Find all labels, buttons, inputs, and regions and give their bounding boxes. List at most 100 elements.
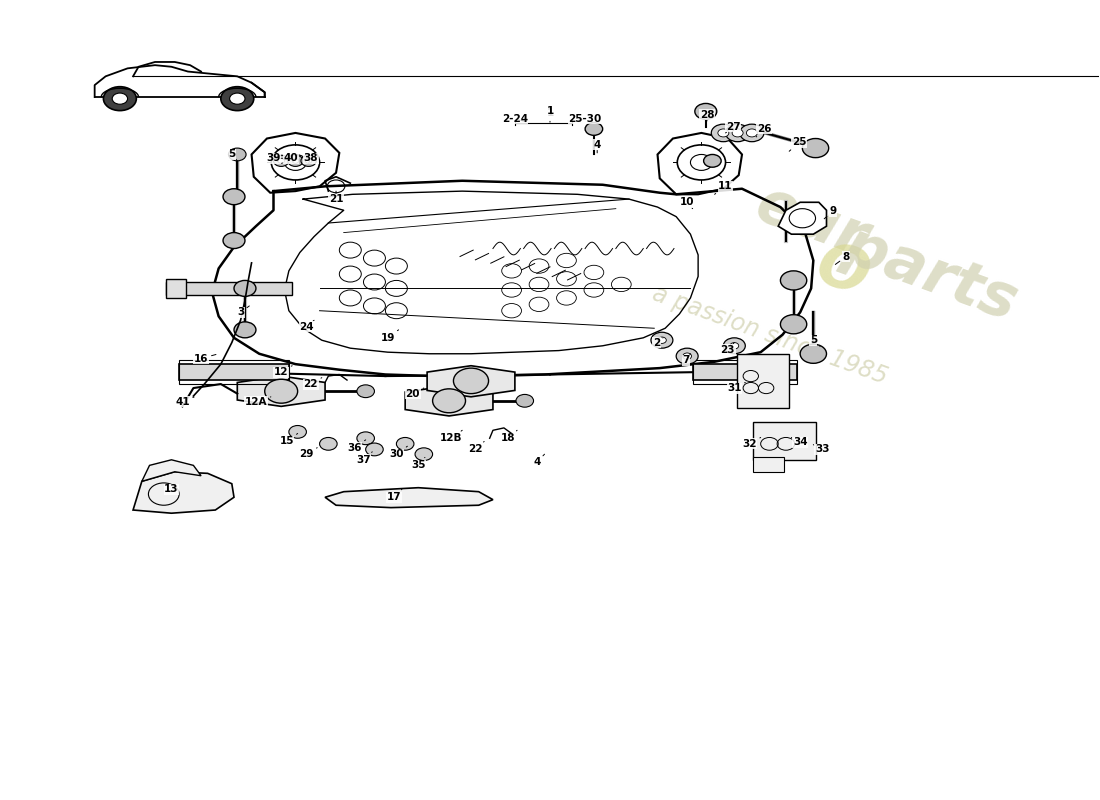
Text: 11: 11 <box>715 182 733 194</box>
Text: 28: 28 <box>700 110 714 121</box>
Text: 10: 10 <box>680 198 694 209</box>
Text: 1: 1 <box>547 106 553 116</box>
Polygon shape <box>737 354 789 408</box>
Circle shape <box>229 148 246 161</box>
Text: 7: 7 <box>682 354 691 365</box>
Text: 19: 19 <box>381 330 398 343</box>
Circle shape <box>453 368 488 394</box>
Circle shape <box>234 322 256 338</box>
Text: 40: 40 <box>284 154 298 163</box>
Text: 5: 5 <box>228 150 238 161</box>
Circle shape <box>585 122 603 135</box>
Bar <box>179 364 289 380</box>
Circle shape <box>415 448 432 461</box>
Text: 12A: 12A <box>244 397 271 406</box>
Text: 20: 20 <box>406 388 424 398</box>
Circle shape <box>432 389 465 413</box>
Text: 33: 33 <box>813 445 829 454</box>
Circle shape <box>306 158 312 163</box>
Text: 25: 25 <box>789 138 806 151</box>
Polygon shape <box>658 133 742 194</box>
Circle shape <box>726 124 750 142</box>
Circle shape <box>272 145 320 180</box>
Circle shape <box>780 314 806 334</box>
Circle shape <box>718 129 729 137</box>
Text: 1: 1 <box>547 108 553 122</box>
Bar <box>693 364 796 380</box>
Text: 23: 23 <box>720 342 735 354</box>
Circle shape <box>730 342 739 349</box>
Polygon shape <box>142 460 201 482</box>
Text: 12: 12 <box>274 366 293 377</box>
Text: 16: 16 <box>194 354 216 363</box>
Circle shape <box>365 443 383 456</box>
Text: 30: 30 <box>389 446 407 459</box>
Circle shape <box>223 189 245 205</box>
Text: 13: 13 <box>164 484 178 494</box>
Text: 31: 31 <box>727 382 746 393</box>
Circle shape <box>103 86 136 110</box>
Text: 17: 17 <box>387 490 402 502</box>
Text: 4: 4 <box>594 140 601 153</box>
Circle shape <box>356 432 374 445</box>
Circle shape <box>747 129 758 137</box>
Circle shape <box>112 93 128 104</box>
Text: 8: 8 <box>835 251 850 265</box>
Circle shape <box>288 155 304 166</box>
Polygon shape <box>405 386 493 416</box>
Text: 37: 37 <box>356 452 372 465</box>
Text: 35: 35 <box>411 458 426 470</box>
Circle shape <box>691 154 713 170</box>
Text: 27: 27 <box>726 122 740 133</box>
Circle shape <box>221 86 254 110</box>
Circle shape <box>800 344 826 363</box>
Circle shape <box>712 124 736 142</box>
Circle shape <box>651 332 673 348</box>
Text: a passion since 1985: a passion since 1985 <box>649 282 891 389</box>
Bar <box>166 279 186 298</box>
Circle shape <box>234 281 256 296</box>
Text: 24: 24 <box>299 320 315 332</box>
Circle shape <box>301 155 317 166</box>
Circle shape <box>695 103 717 119</box>
Circle shape <box>285 154 307 170</box>
Circle shape <box>274 155 289 166</box>
Circle shape <box>293 158 299 163</box>
Text: 15: 15 <box>279 434 298 446</box>
Text: 38: 38 <box>304 154 318 163</box>
Circle shape <box>320 438 337 450</box>
Text: O: O <box>807 236 877 310</box>
Circle shape <box>683 353 692 359</box>
Circle shape <box>356 385 374 398</box>
Text: 39: 39 <box>266 154 280 163</box>
Text: 9: 9 <box>824 206 837 218</box>
Text: 36: 36 <box>348 440 365 453</box>
Text: 22: 22 <box>304 378 322 389</box>
Text: 18: 18 <box>502 430 517 443</box>
Text: 26: 26 <box>757 124 771 137</box>
Polygon shape <box>238 376 326 406</box>
Text: 2: 2 <box>652 338 663 347</box>
Text: 12B: 12B <box>440 430 462 443</box>
Circle shape <box>733 129 744 137</box>
Circle shape <box>396 438 414 450</box>
Bar <box>179 360 289 384</box>
Bar <box>693 360 796 384</box>
Circle shape <box>516 394 534 407</box>
Polygon shape <box>778 202 826 234</box>
Circle shape <box>676 348 698 364</box>
Text: 34: 34 <box>791 438 807 447</box>
Text: 4: 4 <box>534 454 544 467</box>
Circle shape <box>740 124 764 142</box>
Polygon shape <box>427 366 515 397</box>
Text: 22: 22 <box>469 442 484 454</box>
Text: 2-24: 2-24 <box>502 114 528 123</box>
Circle shape <box>780 271 806 290</box>
Polygon shape <box>252 133 339 193</box>
Circle shape <box>658 337 667 343</box>
Bar <box>166 282 293 294</box>
Text: 32: 32 <box>742 438 761 449</box>
Text: eur: eur <box>748 174 876 270</box>
Polygon shape <box>754 422 815 460</box>
Polygon shape <box>133 472 234 514</box>
